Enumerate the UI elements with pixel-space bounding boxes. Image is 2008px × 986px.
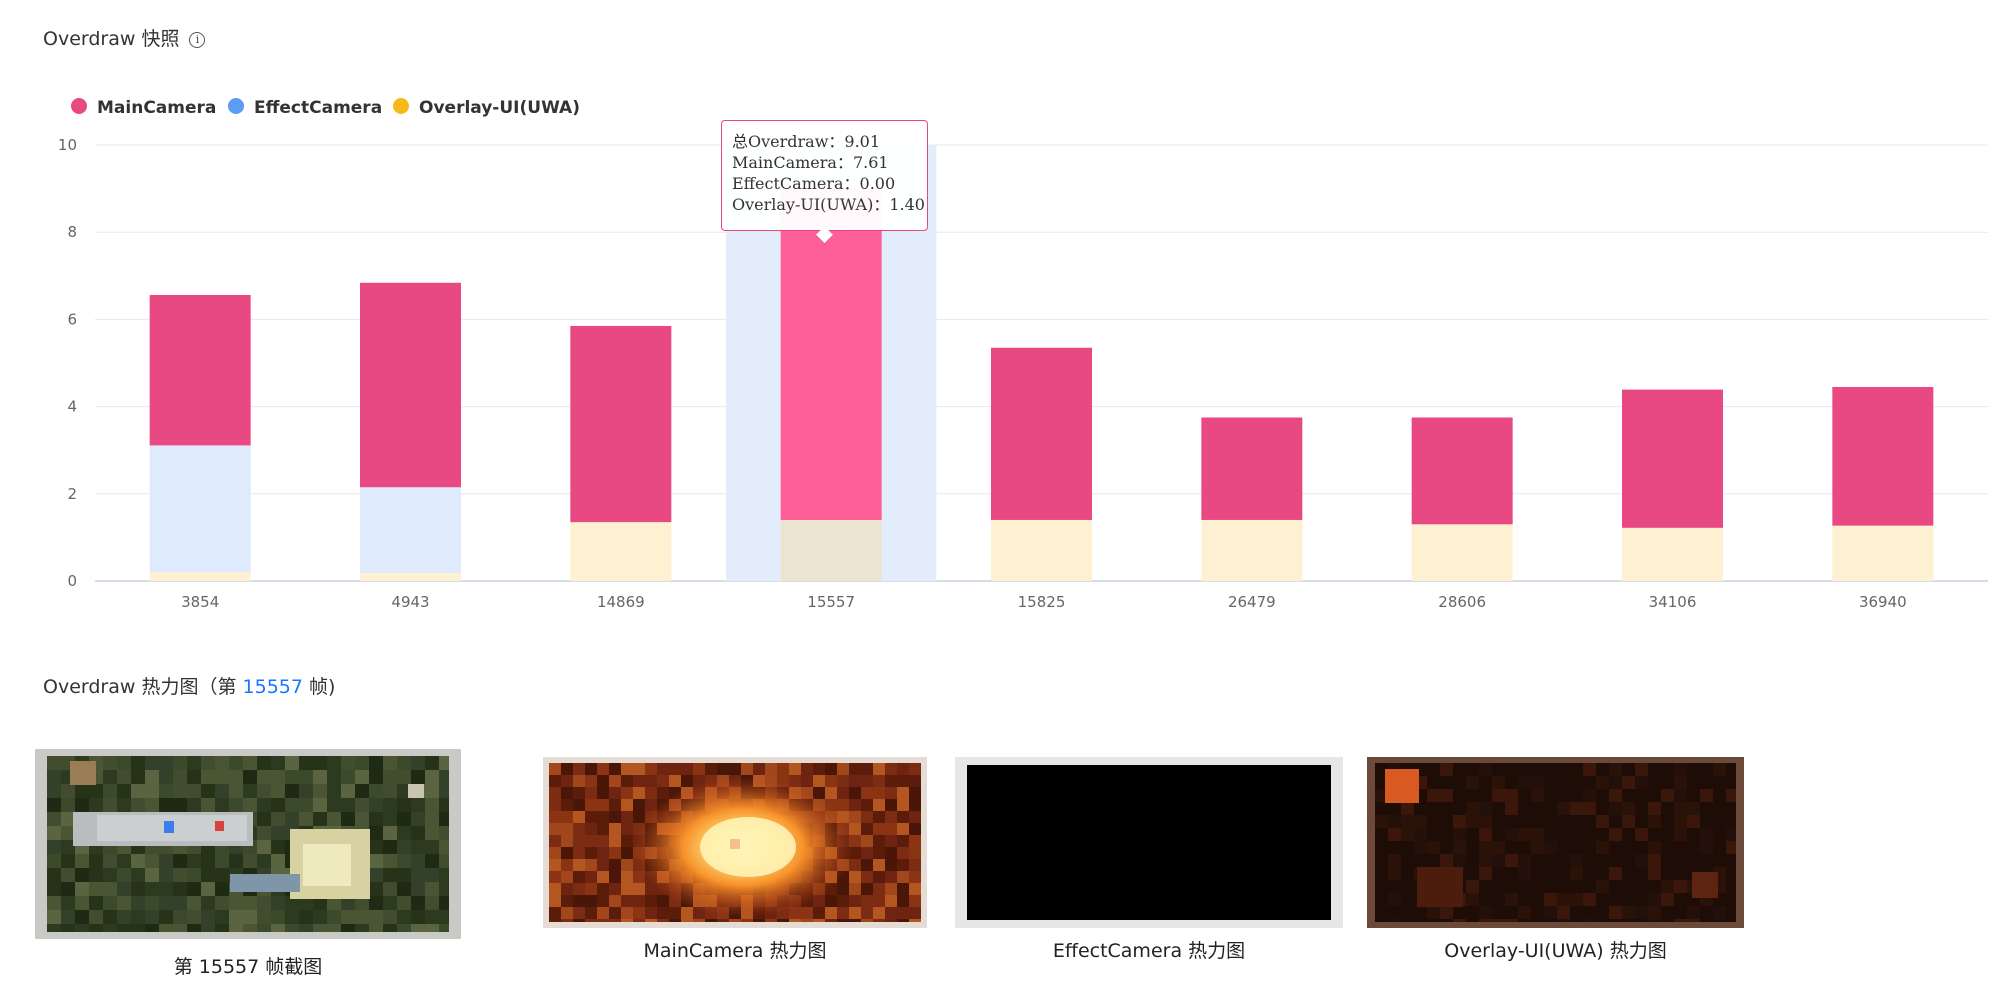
- x-tick-label: 36940: [1859, 593, 1907, 611]
- y-tick-label: 10: [58, 136, 77, 154]
- y-tick-label: 2: [67, 485, 77, 503]
- frame-screenshot-label: 第 15557 帧截图: [173, 956, 323, 978]
- x-tick-label: 34106: [1649, 593, 1697, 611]
- bar-overlay-ui-uwa--4943: [360, 573, 461, 581]
- bar-overlay-ui-uwa--26479: [1201, 519, 1303, 581]
- bar-overlay-ui-uwa--34106: [1622, 527, 1723, 581]
- x-tick-label: 26479: [1228, 593, 1276, 611]
- overdraw-stacked-bar-chart: 0 2 4 6 8 10 3854 4943 14869 15557 15825 26479 28606…: [58, 98, 1988, 611]
- x-tick-label: 14869: [597, 593, 645, 611]
- legend-label: EffectCamera: [254, 98, 382, 118]
- info-icon[interactable]: i: [189, 32, 206, 48]
- tooltip-total: 总Overdraw：9.01: [732, 132, 881, 151]
- y-tick-label: 8: [67, 223, 77, 241]
- x-tick-label: 15825: [1018, 593, 1066, 611]
- bar-maincamera-15557: [780, 188, 882, 520]
- bar-overlay-ui-uwa--15825: [991, 519, 1092, 581]
- overlay-heatmap-label: Overlay-UI(UWA) 热力图: [1444, 940, 1667, 962]
- tooltip-maincamera: MainCamera：7.61: [732, 153, 889, 172]
- bar-effectcamera-3854: [149, 445, 251, 573]
- legend-label: MainCamera: [97, 98, 216, 118]
- bar-overlay-ui-uwa--36940: [1832, 525, 1934, 581]
- legend-marker: [228, 98, 244, 114]
- y-tick-label: 6: [67, 310, 77, 328]
- legend-marker: [393, 98, 409, 114]
- frame-screenshot-thumbnail[interactable]: [35, 749, 461, 939]
- bar-maincamera-26479: [1201, 417, 1303, 520]
- bar-maincamera-34106: [1622, 389, 1723, 528]
- frame-number-link[interactable]: 15557: [242, 676, 303, 698]
- tooltip-overlay: Overlay-UI(UWA)：1.40: [732, 195, 925, 214]
- bar-overlay-ui-uwa--15557: [780, 519, 882, 581]
- overlay-heatmap-thumbnail[interactable]: [1367, 757, 1744, 928]
- bar-maincamera-15825: [991, 347, 1092, 520]
- bar-maincamera-36940: [1832, 386, 1934, 526]
- maincamera-heatmap-label: MainCamera 热力图: [643, 940, 827, 962]
- x-tick-label: 3854: [181, 593, 219, 611]
- bar-overlay-ui-uwa--14869: [570, 522, 672, 581]
- bar-maincamera-14869: [570, 325, 672, 523]
- x-tick-label: 4943: [391, 593, 429, 611]
- snapshot-title: Overdraw 快照 i: [43, 24, 206, 51]
- effectcamera-heatmap-label: EffectCamera 热力图: [1052, 940, 1246, 962]
- y-tick-label: 4: [67, 398, 77, 416]
- legend-marker: [71, 98, 87, 114]
- x-tick-label: 15557: [807, 593, 855, 611]
- effectcamera-heatmap-thumbnail[interactable]: [955, 757, 1343, 928]
- maincamera-heatmap-thumbnail[interactable]: [543, 757, 927, 928]
- chart-tooltip: 总Overdraw：9.01 MainCamera：7.61 EffectCam…: [721, 120, 928, 231]
- legend-label: Overlay-UI(UWA): [419, 98, 580, 118]
- bar-effectcamera-4943: [360, 487, 461, 574]
- bar-maincamera-28606: [1411, 417, 1513, 525]
- x-tick-label: 28606: [1438, 593, 1486, 611]
- bar-overlay-ui-uwa--3854: [149, 572, 251, 581]
- y-tick-label: 0: [67, 572, 77, 590]
- bar-maincamera-3854: [149, 294, 251, 446]
- bar-maincamera-4943: [360, 282, 461, 488]
- bar-overlay-ui-uwa--28606: [1411, 524, 1513, 581]
- tooltip-effectcamera: EffectCamera：0.00: [732, 174, 896, 193]
- heatmap-section-title: Overdraw 热力图（第 15557 帧): [43, 676, 336, 698]
